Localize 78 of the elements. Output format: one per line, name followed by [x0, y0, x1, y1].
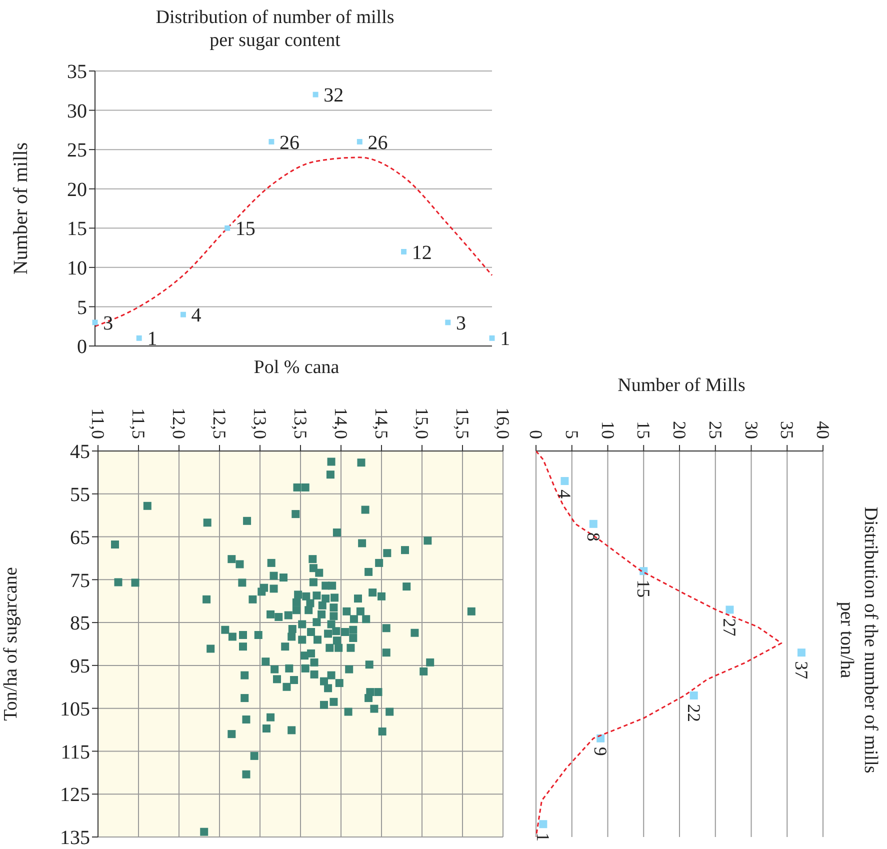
data-label: 15	[634, 580, 654, 598]
point	[560, 477, 569, 486]
x-tick-label: 40	[813, 421, 833, 439]
point	[539, 820, 548, 828]
x-tick-label: 15,0	[412, 408, 432, 439]
data-label: 32	[324, 84, 344, 107]
x-tick-label: 5	[562, 430, 582, 439]
y-tick-label: 25	[67, 140, 87, 162]
y-tick-label: 115	[60, 741, 90, 764]
point	[224, 225, 230, 231]
point	[489, 335, 495, 341]
y-axis-title: Number of mills	[10, 142, 32, 275]
y-tick-label: 30	[67, 100, 87, 122]
chart-title: Distribution of number of mills per sugar content	[154, 6, 396, 52]
point	[589, 520, 598, 528]
x-tick-label: 14,5	[372, 408, 392, 439]
x-tick-label: 20	[670, 421, 690, 439]
y-tick-label: 20	[67, 178, 87, 201]
x-tick-label: 35	[777, 421, 798, 439]
data-label: 1	[533, 832, 554, 842]
x-tick-label: 30	[741, 421, 762, 439]
point	[180, 312, 186, 318]
data-label: 37	[791, 661, 812, 680]
point	[596, 734, 605, 742]
point	[797, 648, 806, 657]
y-tick-label: 10	[67, 258, 87, 280]
x-tick-label: 25	[705, 421, 726, 439]
x-tick-label: 15,5	[452, 408, 472, 439]
x-axis-title: Pol % cana	[252, 357, 340, 379]
data-label: 1	[147, 328, 158, 350]
point	[401, 248, 407, 254]
y-tick-label: 135	[60, 827, 90, 849]
y-tick-label: 105	[60, 698, 90, 720]
x-tick-label: 15	[634, 421, 654, 439]
y-tick-label: 95	[70, 656, 90, 678]
data-label: 4	[554, 490, 575, 499]
x-tick-label: 12,0	[169, 408, 189, 439]
x-axis-title: Number of Mills	[616, 375, 746, 397]
x-tick-label: 0	[526, 430, 546, 439]
y-tick-label: 75	[70, 570, 90, 592]
x-tick-label: 10	[598, 421, 618, 439]
y-tick-label: 85	[70, 612, 90, 635]
y-tick-label: 0	[77, 336, 87, 358]
x-tick-label: 13,0	[250, 408, 270, 439]
point	[268, 138, 274, 144]
point	[445, 320, 451, 326]
data-label: 4	[191, 304, 202, 327]
x-tick-label: 11,5	[128, 408, 148, 439]
y-tick-label: 45	[70, 441, 90, 464]
point	[136, 335, 142, 341]
x-tick-label: 14,0	[331, 408, 351, 439]
point	[726, 606, 734, 614]
data-label: 3	[456, 312, 466, 335]
point	[690, 691, 698, 700]
data-label: 27	[720, 618, 740, 636]
data-label: 9	[590, 746, 611, 756]
y-axis-title: Ton/ha of sugarcane	[0, 567, 22, 721]
point	[92, 320, 98, 326]
point	[312, 92, 318, 98]
x-tick-label: 12,5	[210, 408, 230, 439]
data-label: 22	[684, 704, 704, 722]
text: Distribution of the number of mills per ton/ha	[835, 506, 882, 776]
data-label: 26	[368, 132, 388, 154]
data-label: 1	[500, 328, 510, 350]
y-tick-label: 35	[67, 61, 87, 84]
y-tick-label: 65	[70, 526, 90, 549]
data-label: 26	[280, 132, 300, 154]
x-tick-label: 13,5	[290, 408, 310, 439]
point	[356, 138, 362, 144]
y-tick-label: 125	[60, 784, 90, 806]
y-tick-label: 5	[77, 296, 87, 319]
data-label: 8	[583, 532, 604, 542]
x-tick-label: 11,0	[88, 408, 108, 439]
x-tick-label: 16,0	[493, 408, 513, 439]
data-label: 15	[235, 218, 256, 240]
data-label: 12	[412, 242, 432, 264]
y-tick-label: 15	[67, 218, 87, 240]
y-tick-label: 55	[70, 484, 90, 506]
